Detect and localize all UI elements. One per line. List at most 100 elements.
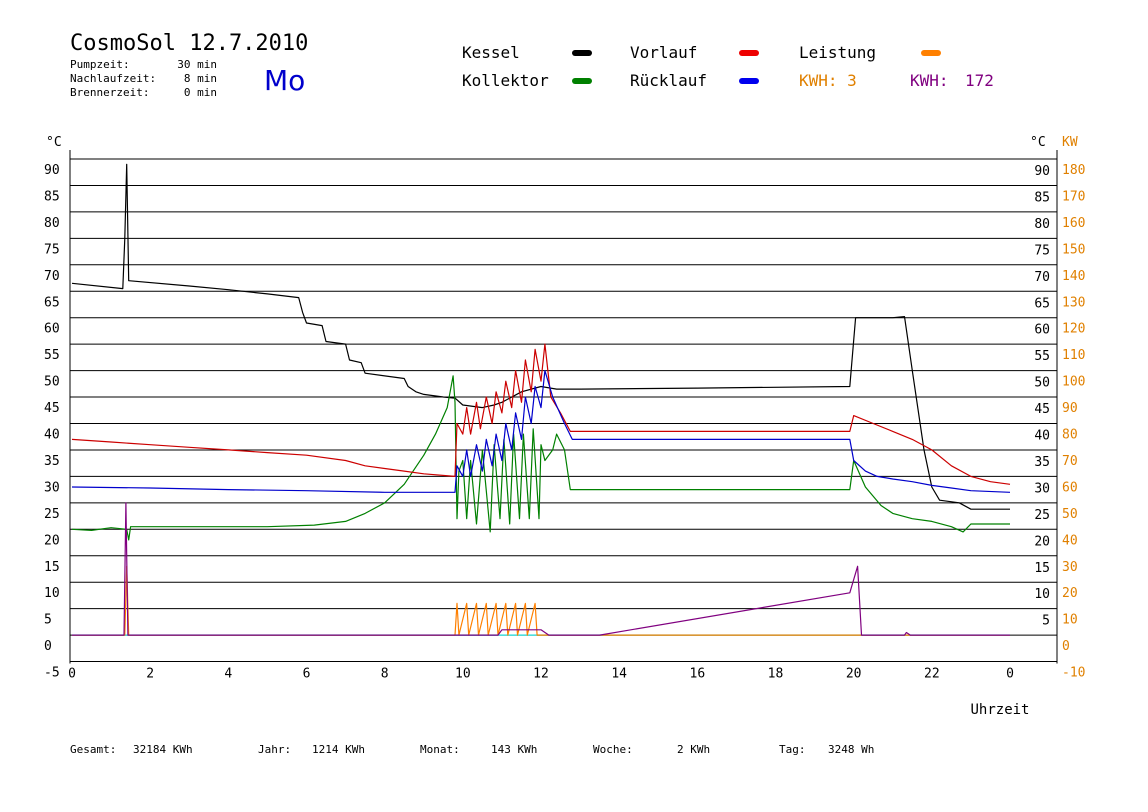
legend-vorlauf: Vorlauf [630,43,697,62]
x-tick-label: 4 [224,667,232,682]
legend-kollektor-swatch [572,78,592,84]
y-tick-label-kw: 60 [1062,480,1078,495]
day-label: Mo [264,64,305,97]
legend-kwh1: KWH: 3 [799,71,857,90]
y-tick-label-kw: 140 [1062,269,1085,284]
y-tick-label-right: 80 [1034,217,1050,232]
y-tick-label-kw: 150 [1062,242,1085,257]
y-tick-label-kw: 120 [1062,322,1085,337]
series [71,163,1011,636]
pumpzeit-label: Pumpzeit: [70,58,130,71]
x-tick-label: 18 [768,667,784,682]
y-tick-label-left: 20 [44,533,60,548]
y-tick-label-left: 45 [44,401,60,416]
legend-kessel: Kessel [462,43,520,62]
y-tick-label-kw: 110 [1062,348,1085,363]
x-tick-label: 0 [1006,667,1014,682]
y-tick-label-right: 70 [1034,270,1050,285]
info-block: Pumpzeit: 30 min Nachlaufzeit: 8 min Bre… [70,58,217,99]
y-tick-label-kw: 10 [1062,613,1078,628]
y-tick-label-right: 65 [1034,296,1050,311]
series-line-kollektor [71,375,1010,541]
y-tick-label-left: 70 [44,269,60,284]
tag-value: 3248 Wh [828,743,874,756]
x-tick-label: 8 [381,667,389,682]
series-line-kwh [72,502,1010,636]
monat-label: Monat: [420,743,460,756]
x-tick-label: 14 [611,667,627,682]
left-unit-label: °C [46,135,62,150]
y-tick-label-kw: 70 [1062,454,1078,469]
y-tick-label-kw: 180 [1062,163,1085,178]
y-tick-label-left: 10 [44,586,60,601]
y-tick-label-right: 5 [1042,614,1050,629]
x-tick-label: 2 [146,667,154,682]
woche-label: Woche: [593,743,633,756]
x-tick-label: 12 [533,667,549,682]
y-tick-label-kw: 0 [1062,639,1070,654]
y-tick-label-left: 65 [44,295,60,310]
y-tick-label-right: 45 [1034,402,1050,417]
x-tick-label: 0 [68,667,76,682]
tag-label: Tag: [779,743,806,756]
x-tick-label: 6 [303,667,311,682]
y-tick-label-left: 40 [44,428,60,443]
y-tick-label-left: 90 [44,163,60,178]
y-tick-label-right: 10 [1034,587,1050,602]
y-tick-label-kw: 130 [1062,295,1085,310]
legend-kwh2-label: KWH: [910,71,949,90]
footer: Gesamt: 32184 KWh Jahr: 1214 KWh Monat: … [70,743,874,756]
legend-ruecklauf-swatch [739,78,759,84]
y-tick-label-kw: 40 [1062,533,1078,548]
y-tick-label-right: 75 [1034,243,1050,258]
y-tick-label-kw: 160 [1062,216,1085,231]
legend-leistung-swatch [921,50,941,56]
y-tick-label-left: 75 [44,242,60,257]
pumpzeit-value: 30 min [177,58,217,71]
brennerzeit-value: 0 min [184,86,217,99]
y-tick-label-left: 55 [44,348,60,363]
y-tick-label-left: 5 [44,613,52,628]
y-tick-label-left: 30 [44,480,60,495]
y-tick-label-kw: -10 [1062,666,1085,681]
y-tick-label-left: 35 [44,454,60,469]
legend-ruecklauf: Rücklauf [630,71,707,90]
x-tick-label: 22 [924,667,940,682]
y-tick-label-kw: 30 [1062,560,1078,575]
x-tick-label: 20 [846,667,862,682]
jahr-label: Jahr: [258,743,291,756]
y-tick-label-right: 20 [1034,534,1050,549]
y-tick-label-left: 60 [44,322,60,337]
y-tick-label-left: 50 [44,375,60,390]
y-tick-label-right: 40 [1034,429,1050,444]
nachlaufzeit-label: Nachlaufzeit: [70,72,156,85]
y-tick-label-left: -5 [44,666,60,681]
y-tick-label-left: 15 [44,560,60,575]
x-tick-label: 16 [690,667,706,682]
y-tick-label-kw: 100 [1062,375,1085,390]
legend-kwh2-value: 172 [965,71,994,90]
series-line-vorlauf [71,343,1011,485]
legend-kessel-swatch [572,50,592,56]
monat-value: 143 KWh [491,743,537,756]
chart-title: CosmoSol 12.7.2010 [70,31,308,56]
y-tick-label-right: 50 [1034,376,1050,391]
nachlaufzeit-value: 8 min [184,72,217,85]
y-tick-label-right: 90 [1034,164,1050,179]
y-tick-label-kw: 20 [1062,586,1078,601]
y-tick-label-kw: 80 [1062,428,1078,443]
y-tick-label-right: 55 [1034,349,1050,364]
gesamt-value: 32184 KWh [133,743,193,756]
axes: °C °C KW9085807570656055504540353025201510… [44,135,1085,682]
y-tick-label-right: 25 [1034,508,1050,523]
brennerzeit-label: Brennerzeit: [70,86,149,99]
legend-leistung: Leistung [799,43,876,62]
grid [70,158,1057,636]
y-tick-label-right: 85 [1034,190,1050,205]
legend-vorlauf-swatch [739,50,759,56]
y-tick-label-left: 25 [44,507,60,522]
y-tick-label-right: 35 [1034,455,1050,470]
x-tick-label: 10 [455,667,471,682]
y-tick-label-left: 85 [44,189,60,204]
legend-kollektor: Kollektor [462,71,549,90]
